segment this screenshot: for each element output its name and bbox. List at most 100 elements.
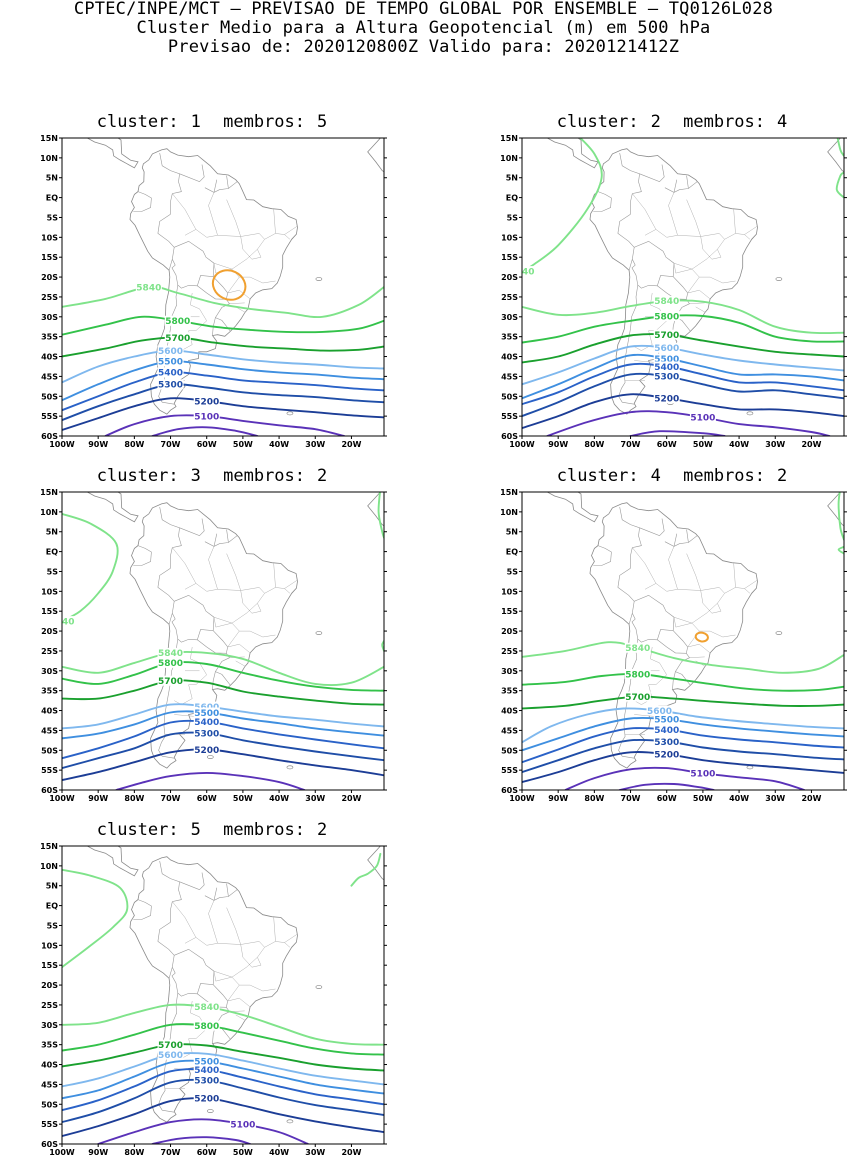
lat-label: 60S <box>501 432 518 441</box>
state-border <box>231 268 276 284</box>
contour-5100 <box>629 430 726 436</box>
contour-5200 <box>522 393 844 430</box>
contour-5840 <box>381 640 384 652</box>
country-border <box>179 872 205 891</box>
contour-label-background <box>62 616 75 627</box>
lon-label: 40W <box>269 1148 289 1157</box>
lon-label: 100W <box>49 1148 75 1157</box>
country-border <box>133 191 152 212</box>
contour-label-background <box>157 1049 184 1060</box>
state-border <box>264 941 291 948</box>
lat-label: 15S <box>41 961 58 970</box>
lon-label: 90W <box>88 794 108 803</box>
lat-label: 40S <box>41 353 58 362</box>
state-border <box>208 900 218 944</box>
country-border <box>213 887 218 901</box>
lat-label: 10N <box>40 508 58 517</box>
geopotential-map: 58405800570056005500540053005200510015N1… <box>40 842 387 1157</box>
state-border <box>174 646 208 705</box>
state-border <box>229 302 245 304</box>
lon-label: 100W <box>509 440 535 449</box>
central-america-coastline <box>545 138 599 169</box>
lon-label: 60W <box>197 794 217 803</box>
contour-label-5300: 5300 <box>158 381 183 391</box>
contour-5600 <box>62 349 384 384</box>
state-border <box>273 917 276 942</box>
contour-label-background <box>193 716 220 727</box>
members-label: membros: <box>223 112 306 132</box>
lat-label: 25S <box>41 293 58 302</box>
contour-label-background <box>157 647 184 658</box>
state-border <box>668 192 678 236</box>
contour-label-background <box>157 379 184 390</box>
contour-label-background <box>653 329 680 340</box>
contour-label-5600: 5600 <box>654 344 679 354</box>
contour-label-5200: 5200 <box>654 751 679 761</box>
contour-label-5600: 5600 <box>158 1051 183 1061</box>
lat-label: 5S <box>507 213 519 222</box>
country-border <box>133 899 152 920</box>
contour-5300 <box>62 383 384 422</box>
contour-label-5840: 5840 <box>509 267 534 277</box>
contour-label-background <box>624 668 651 679</box>
country-border <box>664 181 698 193</box>
contour-5100 <box>564 766 806 790</box>
contour-label-background <box>653 311 680 322</box>
contour-label-5840: 5840 <box>654 297 679 307</box>
lon-label: 50W <box>693 794 713 803</box>
contour-5700 <box>62 1043 384 1072</box>
island <box>315 631 323 636</box>
country-border <box>226 175 229 189</box>
contour-5840 <box>522 299 844 335</box>
country-border <box>631 240 675 289</box>
lat-label: 35S <box>501 687 518 696</box>
contour-label-background <box>689 768 716 779</box>
country-border <box>672 671 676 690</box>
contour-label-background <box>193 707 220 718</box>
country-border <box>673 533 678 547</box>
members-count: 2 <box>317 820 328 840</box>
contour-label-5400: 5400 <box>194 718 219 728</box>
country-border <box>157 214 175 271</box>
lon-label: 30W <box>305 1148 325 1157</box>
lat-label: 15N <box>40 842 58 851</box>
state-border <box>172 901 197 938</box>
state-border <box>206 587 265 624</box>
contour-label-background <box>193 701 220 712</box>
contour-5200 <box>62 1097 384 1138</box>
state-border <box>235 660 245 667</box>
lat-label: 15S <box>501 607 518 616</box>
contour-label-5500: 5500 <box>194 1058 219 1068</box>
contour-label-5500: 5500 <box>158 358 183 368</box>
lat-label: 20S <box>41 627 58 636</box>
state-border <box>172 193 197 230</box>
state-border <box>632 547 657 584</box>
lat-label: 5S <box>507 567 519 576</box>
contour-label-5300: 5300 <box>194 729 219 739</box>
state-border <box>226 553 241 591</box>
state-border <box>666 587 725 624</box>
state-border <box>213 617 233 628</box>
lat-label: 10N <box>500 154 518 163</box>
contour-label-background <box>157 657 184 668</box>
lat-label: 50S <box>41 746 58 755</box>
lat-label: 50S <box>41 392 58 401</box>
state-border <box>733 563 736 588</box>
state-border <box>666 233 725 270</box>
lon-label: 50W <box>233 440 253 449</box>
geopotential-map: 58405800570056005500540053005200510015N1… <box>500 488 847 803</box>
state-border <box>240 590 262 614</box>
contour-5500 <box>62 360 384 402</box>
contour-label-background <box>193 1020 220 1031</box>
lat-label: 10S <box>501 233 518 242</box>
contour-label-5500: 5500 <box>194 709 219 719</box>
map-panel-cluster-3: cluster:3 membros:2 58405840580057005600… <box>0 466 400 803</box>
lon-label: 80W <box>124 794 144 803</box>
country-border <box>159 153 182 215</box>
lat-label: 5S <box>47 921 59 930</box>
map-frame <box>521 491 845 791</box>
africa-coastline <box>367 492 384 527</box>
country-border <box>664 535 698 547</box>
